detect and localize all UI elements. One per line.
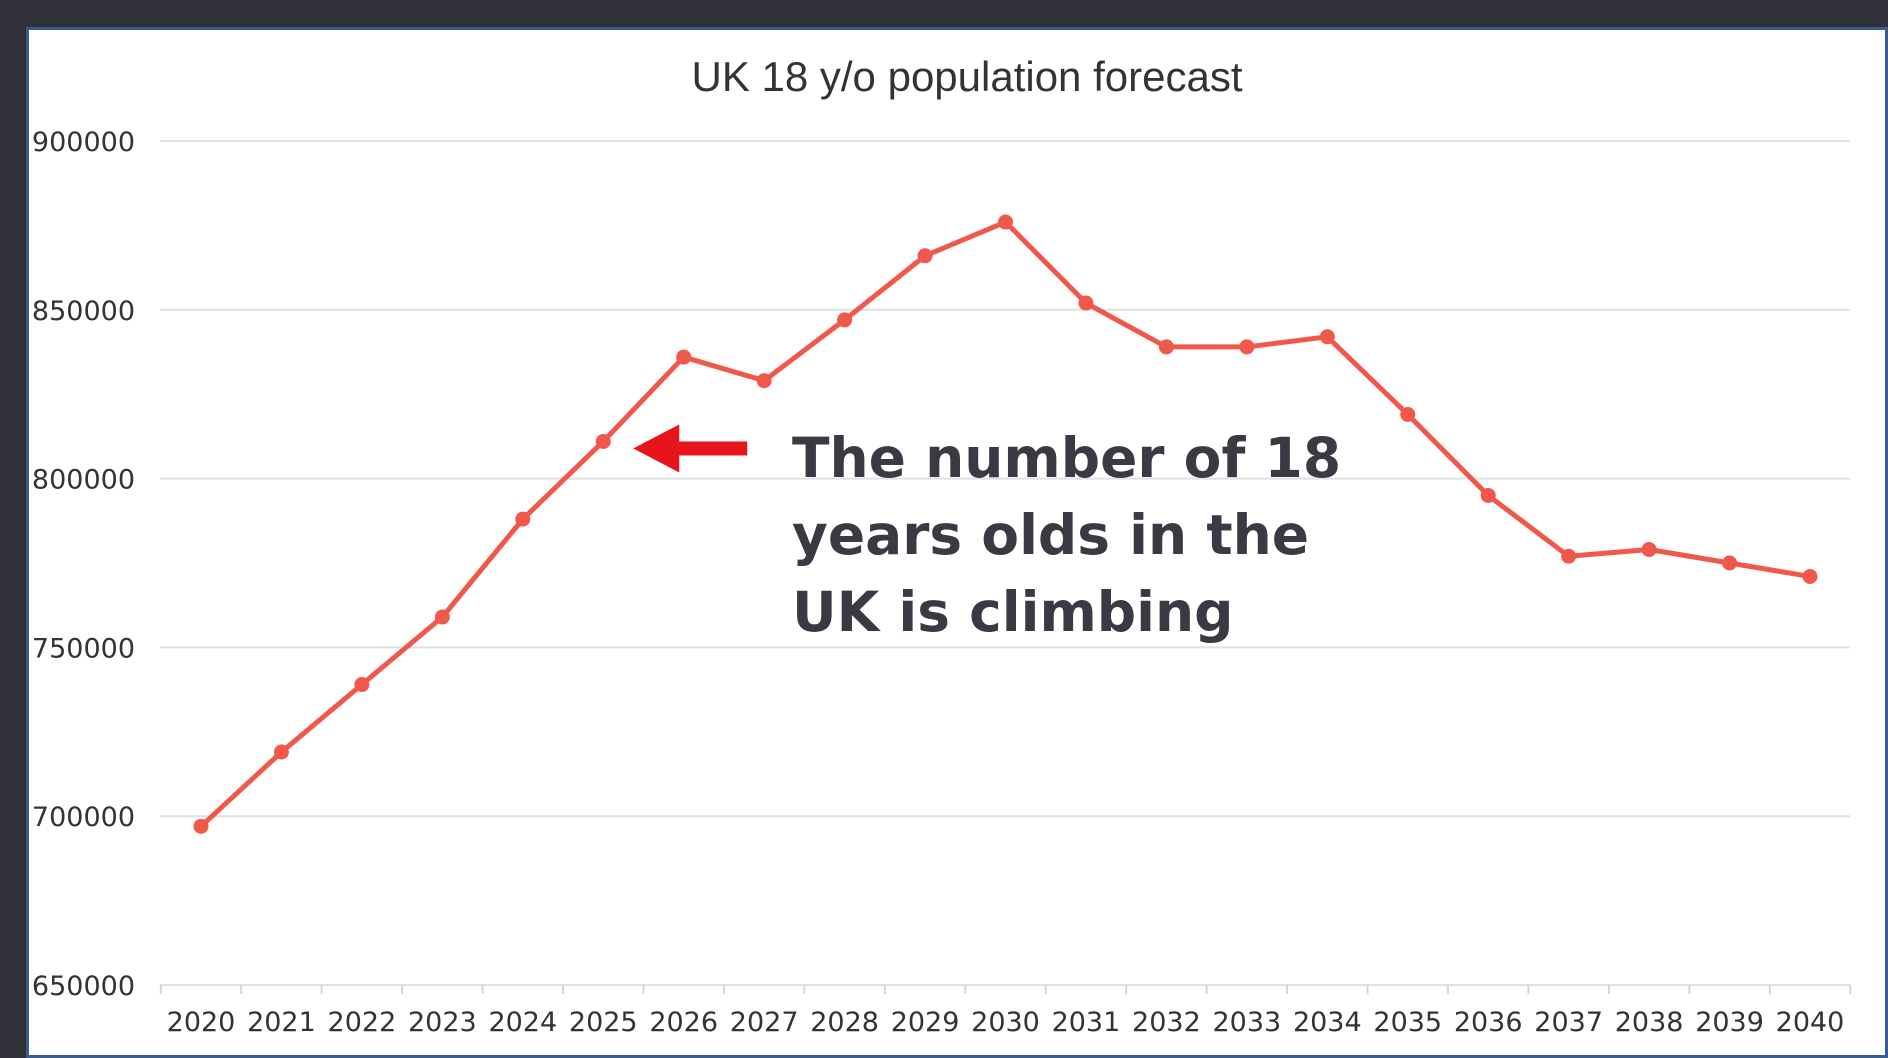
data-point [434, 609, 450, 625]
x-tick-label: 2031 [1052, 1007, 1121, 1038]
y-tick-label: 850000 [32, 296, 135, 327]
data-point [273, 744, 289, 760]
x-tick-label: 2026 [649, 1007, 718, 1038]
annotation-text: The number of 18 years olds in the UK is… [792, 426, 1342, 644]
data-point [1239, 339, 1255, 355]
y-tick-label: 650000 [32, 971, 135, 1002]
arrow-shaft [671, 441, 748, 456]
x-tick-label: 2022 [328, 1007, 397, 1038]
x-tick-label: 2040 [1776, 1007, 1845, 1038]
x-tick-label: 2025 [569, 1007, 638, 1038]
series-layer [193, 214, 1818, 834]
grid-lines [160, 140, 1850, 986]
data-point [1078, 295, 1094, 311]
data-point [1561, 548, 1577, 564]
x-tick-label: 2032 [1132, 1007, 1201, 1038]
data-point [1400, 406, 1416, 422]
x-tick-label: 2035 [1373, 1007, 1442, 1038]
x-tick-label: 2030 [971, 1007, 1040, 1038]
x-tick-label: 2039 [1695, 1007, 1764, 1038]
x-tick-label: 2028 [810, 1007, 879, 1038]
data-point [1802, 569, 1818, 585]
x-tick-label: 2037 [1534, 1007, 1603, 1038]
x-tick-label: 2024 [488, 1007, 557, 1038]
data-point [595, 433, 611, 449]
annotation-arrow [633, 424, 748, 473]
data-point [1319, 329, 1335, 345]
x-tick-label: 2021 [247, 1007, 316, 1038]
x-axis-tick-labels: 2020 2021 2022 2023 2024 2025 2026 2027 2028 2029… [167, 1007, 1845, 1038]
data-point [1722, 555, 1738, 571]
x-tick-label: 2033 [1212, 1007, 1281, 1038]
y-axis-tick-labels: 900000 850000 800000 750000 700000 650000 [32, 127, 135, 1002]
data-point [1480, 487, 1496, 503]
y-tick-label: 800000 [32, 465, 135, 496]
data-point [1158, 339, 1174, 355]
x-axis-tick-marks [159, 985, 1852, 994]
x-tick-label: 2029 [891, 1007, 960, 1038]
data-point [998, 214, 1013, 230]
x-tick-label: 2034 [1293, 1007, 1362, 1038]
data-point [193, 818, 209, 834]
y-tick-label: 700000 [32, 802, 135, 833]
data-point [676, 349, 692, 365]
chart-frame [26, 27, 1888, 1058]
x-tick-label: 2038 [1615, 1007, 1684, 1038]
x-tick-label: 2036 [1454, 1007, 1523, 1038]
x-tick-label: 2020 [167, 1007, 236, 1038]
data-point [917, 248, 933, 264]
arrow-head [633, 424, 680, 473]
data-point [837, 312, 853, 328]
data-point [515, 511, 531, 527]
y-tick-label: 900000 [32, 127, 135, 158]
x-tick-label: 2023 [408, 1007, 477, 1038]
chart-title: UK 18 y/o population forecast [691, 53, 1242, 100]
y-tick-label: 750000 [32, 633, 135, 664]
data-point [1641, 541, 1657, 557]
x-tick-label: 2027 [730, 1007, 799, 1038]
data-point [756, 373, 772, 389]
data-point [354, 677, 370, 693]
